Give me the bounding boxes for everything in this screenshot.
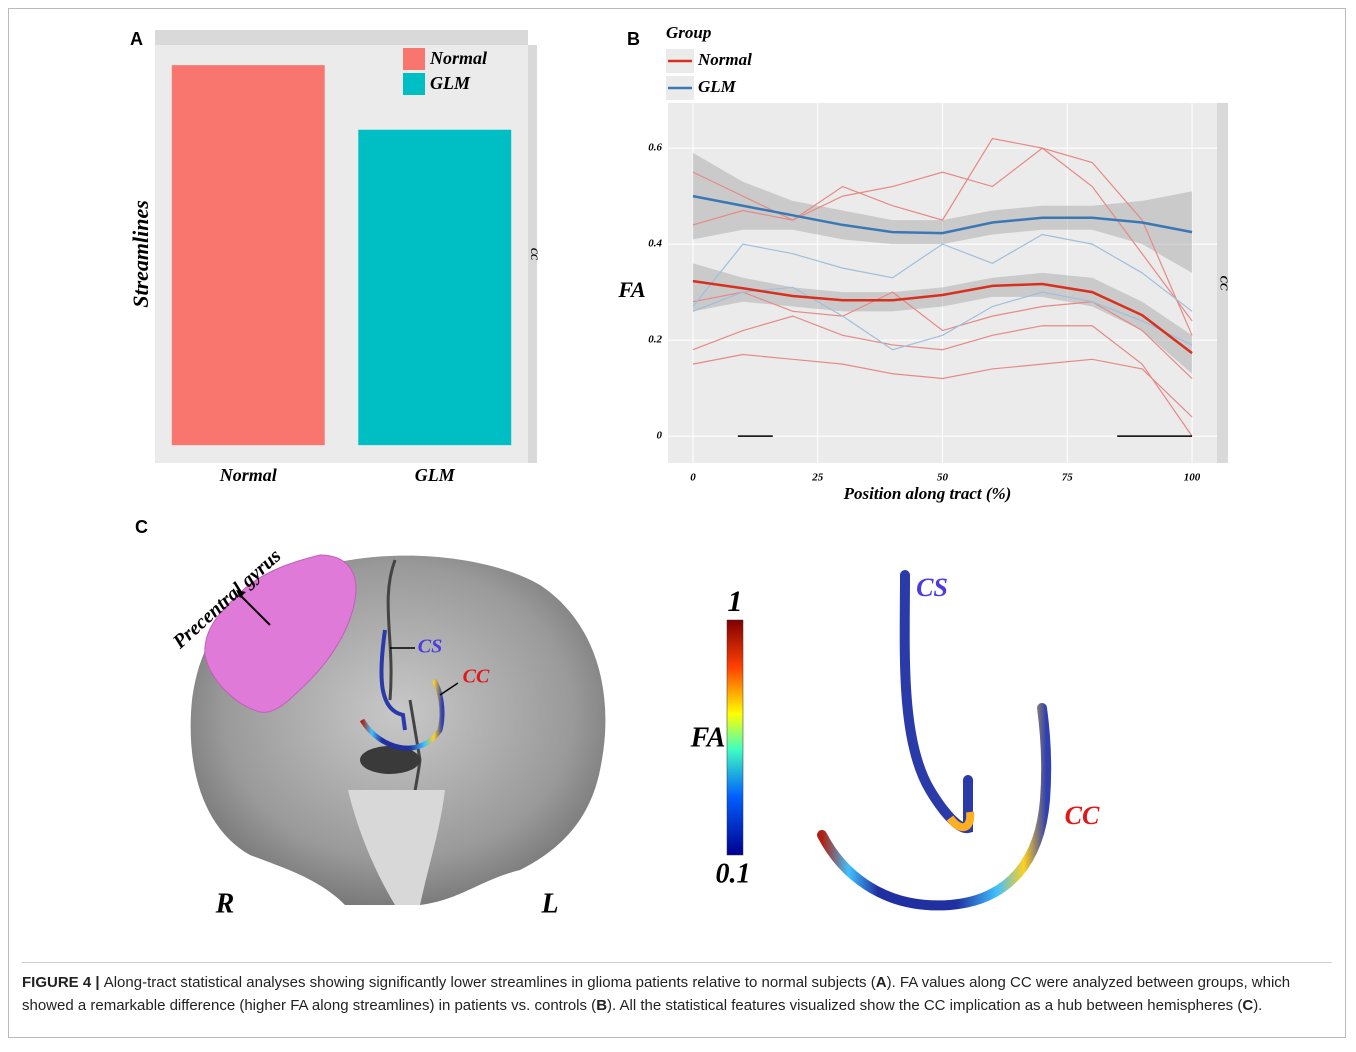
side-label: R (215, 888, 235, 919)
x-tick-label: 100 (1184, 472, 1201, 484)
caption-run: ). All the statistical features visualiz… (607, 997, 1242, 1014)
x-axis-label: Position along tract (%) (843, 484, 1012, 503)
caption: FIGURE 4 | Along-tract statistical analy… (22, 962, 1332, 1017)
panel-label: A (130, 29, 143, 49)
legend-label: GLM (698, 77, 737, 96)
x-tick-label: 50 (937, 472, 949, 484)
facet-label: CC (1217, 276, 1229, 291)
side-label: L (540, 888, 558, 919)
legend-label: Normal (429, 48, 487, 68)
panel-label: B (627, 29, 640, 49)
caption-run: C (1242, 997, 1253, 1014)
y-tick-label: 0.2 (648, 334, 662, 346)
colorbar-label: FA (690, 722, 726, 753)
tract-label: CS (418, 636, 442, 658)
legend-key (403, 73, 425, 95)
colorbar-min: 0.1 (716, 858, 751, 889)
legend-title: Group (666, 23, 711, 42)
y-tick-label: 0.6 (648, 142, 662, 154)
x-tick-label: 75 (1062, 472, 1074, 484)
page: A B C Precentral gyrus CS CC R L 1 FA 0.… (0, 0, 1356, 1052)
tract-label: CS (916, 573, 948, 602)
legend-label: GLM (430, 73, 471, 93)
legend-key (403, 48, 425, 70)
y-axis-label: FA (617, 277, 645, 302)
legend-label: Normal (697, 50, 752, 69)
caption-run: B (596, 997, 607, 1014)
caption-run: ). (1253, 997, 1262, 1014)
x-tick-label: 25 (811, 472, 824, 484)
y-tick-label: 0 (657, 430, 663, 442)
tract-label: CC (463, 666, 490, 688)
y-tick-label: 0.4 (648, 238, 662, 250)
bar (172, 65, 325, 445)
caption-run: Along-tract statistical analyses showing… (104, 974, 876, 991)
figure: A B C Precentral gyrus CS CC R L 1 FA 0.… (0, 0, 1356, 950)
bar (358, 130, 511, 445)
x-tick-label: GLM (415, 465, 456, 485)
x-tick-label: Normal (219, 465, 277, 485)
x-tick-label: 0 (690, 472, 696, 484)
facet-label: CC (529, 248, 539, 261)
tract-label: CC (1065, 801, 1100, 830)
caption-run: A (876, 974, 887, 991)
panel-label: C (135, 517, 148, 537)
colorbar-max: 1 (728, 585, 743, 618)
y-axis-label: Streamlines (128, 200, 153, 308)
strip (155, 30, 528, 45)
brain-image (191, 555, 1047, 905)
caption-run: FIGURE 4 | (22, 974, 104, 991)
